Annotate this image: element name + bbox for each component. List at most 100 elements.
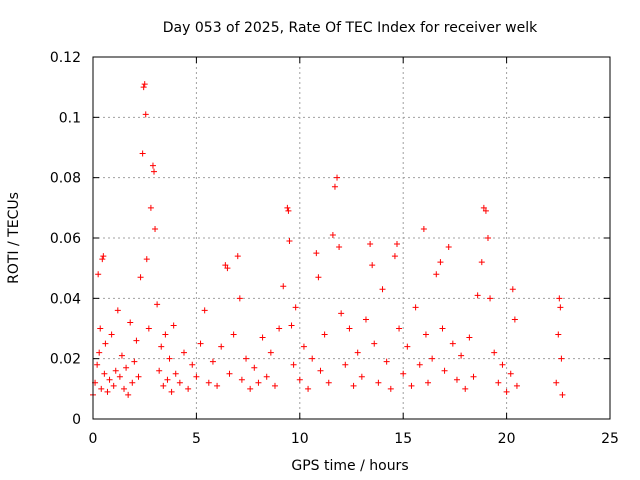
data-point-plus <box>369 262 376 269</box>
data-point-plus <box>499 361 506 368</box>
data-point-plus <box>474 292 481 299</box>
data-point-plus <box>305 385 312 392</box>
data-point-plus <box>495 379 502 386</box>
data-point-plus <box>437 259 444 266</box>
data-point-plus <box>439 325 446 332</box>
data-point-plus <box>226 370 233 377</box>
data-point-plus <box>209 358 216 365</box>
data-point-plus <box>371 340 378 347</box>
data-point-plus <box>154 301 161 308</box>
data-point-plus <box>420 225 427 232</box>
data-point-plus <box>143 256 150 263</box>
data-point-plus <box>149 162 156 169</box>
data-point-plus <box>462 385 469 392</box>
data-point-plus <box>230 331 237 338</box>
data-point-plus <box>309 355 316 362</box>
data-point-plus <box>445 244 452 251</box>
data-point-plus <box>362 316 369 323</box>
data-point-plus <box>334 174 341 181</box>
data-point-plus <box>433 271 440 278</box>
data-point-plus <box>142 111 149 118</box>
data-point-plus <box>288 322 295 329</box>
data-point-plus <box>102 340 109 347</box>
grid-lines <box>93 57 610 419</box>
data-point-plus <box>106 376 113 383</box>
data-point-plus <box>137 274 144 281</box>
data-point-plus <box>425 379 432 386</box>
data-point-plus <box>482 207 489 214</box>
data-point-plus <box>100 253 107 260</box>
y-tick-label: 0.12 <box>50 50 81 66</box>
data-point-plus <box>321 331 328 338</box>
data-point-plus <box>290 361 297 368</box>
data-point-plus <box>236 295 243 302</box>
data-point-plus <box>553 379 560 386</box>
data-point-plus <box>556 295 563 302</box>
y-tick-label: 0.06 <box>50 231 81 247</box>
data-point-plus <box>555 331 562 338</box>
y-tick-label: 0.08 <box>50 171 81 187</box>
data-point-plus <box>367 241 374 248</box>
data-point-plus <box>176 379 183 386</box>
y-tick-label: 0 <box>72 412 81 428</box>
data-point-plus <box>214 382 221 389</box>
data-point-plus <box>168 388 175 395</box>
data-point-plus <box>315 274 322 281</box>
data-point-plus <box>557 304 564 311</box>
data-point-plus <box>139 150 146 157</box>
data-point-plus <box>95 271 102 278</box>
data-point-plus <box>396 325 403 332</box>
data-point-plus <box>123 364 130 371</box>
data-point-plus <box>108 331 115 338</box>
chart-title: Day 053 of 2025, Rate Of TEC Index for r… <box>163 20 538 36</box>
data-point-plus <box>135 373 142 380</box>
data-point-plus <box>170 322 177 329</box>
x-axis-label: GPS time / hours <box>291 458 408 474</box>
data-point-plus <box>118 352 125 359</box>
data-point-plus <box>449 340 456 347</box>
data-point-plus <box>325 379 332 386</box>
data-point-plus <box>127 319 134 326</box>
data-point-plus <box>484 235 491 241</box>
data-point-plus <box>104 388 111 395</box>
data-point-plus <box>243 355 250 362</box>
data-point-plus <box>507 370 514 377</box>
data-point-plus <box>98 385 105 392</box>
data-point-plus <box>110 382 117 389</box>
data-point-plus <box>114 307 121 314</box>
x-tick-label: 25 <box>601 431 619 447</box>
data-point-plus <box>317 367 324 374</box>
data-point-plus <box>559 391 566 398</box>
data-point-plus <box>292 304 299 311</box>
data-point-plus <box>422 331 429 338</box>
data-point-plus <box>387 385 394 392</box>
data-point-plus <box>478 259 485 266</box>
data-point-plus <box>140 84 147 91</box>
data-point-plus <box>513 382 520 389</box>
plot-frame <box>92 56 611 420</box>
data-point-plus <box>453 376 460 383</box>
data-point-plus <box>408 382 415 389</box>
data-point-plus <box>180 349 187 356</box>
data-point-plus <box>391 253 398 260</box>
data-point-plus <box>222 262 229 269</box>
data-point-plus <box>160 382 167 389</box>
y-tick-label: 0.1 <box>59 110 81 126</box>
data-point-plus <box>162 331 169 338</box>
data-point-plus <box>267 349 274 356</box>
data-point-plus <box>218 343 225 350</box>
data-point-plus <box>172 370 179 377</box>
data-point-plus <box>336 244 343 251</box>
y-axis-tick-labels: 0 0.02 0.04 0.06 0.08 0.1 0.12 <box>50 50 81 428</box>
data-point-plus <box>383 358 390 365</box>
data-point-plus <box>350 382 357 389</box>
data-point-plus <box>201 307 208 314</box>
data-point-plus <box>393 241 400 248</box>
data-point-plus <box>116 373 123 380</box>
data-point-plus <box>121 385 128 392</box>
data-point-plus <box>193 373 200 380</box>
data-point-plus <box>133 337 140 344</box>
data-points <box>90 81 566 398</box>
x-tick-label: 15 <box>394 431 412 447</box>
